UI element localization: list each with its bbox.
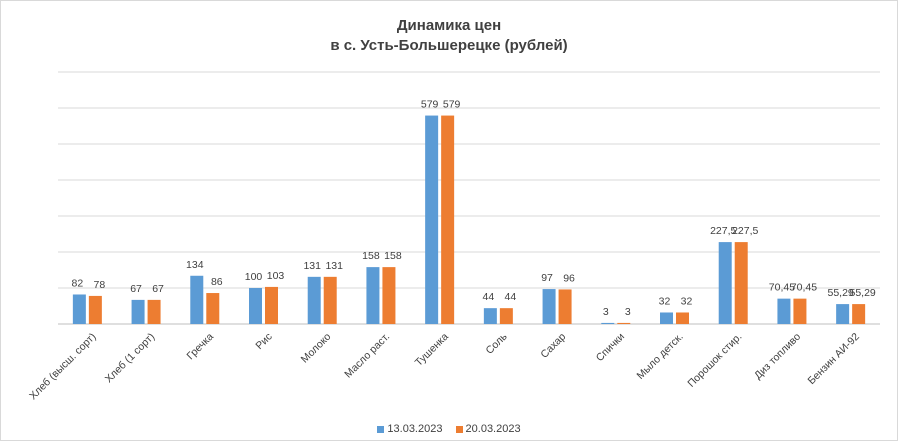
- data-label-series-2-11: 32: [681, 295, 693, 307]
- data-label-series-1-6: 158: [362, 250, 380, 262]
- data-label-series-1-8: 44: [483, 291, 495, 303]
- bar-series-1-13: [777, 298, 791, 324]
- bar-series-1-2: [131, 299, 145, 324]
- x-tick-label-11: Мыло детск.: [635, 331, 686, 382]
- bar-series-1-1: [72, 294, 86, 324]
- bar-series-2-6: [382, 267, 396, 324]
- bar-series-2-8: [499, 308, 513, 324]
- bar-series-1-6: [366, 267, 380, 324]
- chart-title: Динамика цен в с. Усть-Большерецке (рубл…: [0, 16, 898, 56]
- x-tick-label-14: Бензин АИ-92: [806, 331, 862, 387]
- data-label-series-1-4: 100: [245, 271, 263, 283]
- x-tick-label-7: Тушенка: [413, 331, 451, 369]
- legend-label-series-1: 13.03.2023: [387, 423, 443, 435]
- data-label-series-2-4: 103: [267, 270, 285, 282]
- bar-series-2-4: [265, 286, 278, 324]
- bar-series-2-3: [206, 293, 220, 324]
- bar-series-2-2: [147, 299, 161, 324]
- bar-series-2-11: [676, 312, 689, 324]
- bar-series-1-5: [307, 276, 321, 324]
- x-tick-label-1: Хлеб (высш. сорт): [27, 331, 98, 402]
- bar-series-1-11: [660, 312, 673, 324]
- data-label-series-2-7: 579: [443, 99, 461, 111]
- bar-series-1-8: [483, 308, 497, 324]
- bar-series-1-4: [249, 288, 262, 324]
- bar-series-1-9: [542, 289, 556, 324]
- bar-series-2-1: [88, 295, 102, 324]
- data-label-series-2-12: 227,5: [732, 225, 758, 237]
- bar-series-1-10: [601, 322, 615, 324]
- x-tick-label-10: Спички: [594, 331, 627, 364]
- data-label-series-1-3: 134: [186, 259, 204, 271]
- x-tick-label-4: Рис: [253, 331, 274, 352]
- legend: 13.03.2023 20.03.2023: [0, 423, 898, 436]
- data-label-series-1-13: 70,45: [769, 282, 795, 294]
- data-label-series-2-14: 55,29: [850, 287, 876, 299]
- data-label-series-2-2: 67: [152, 283, 164, 295]
- bar-series-1-7: [425, 115, 439, 324]
- legend-swatch-series-1: [377, 425, 385, 433]
- chart-title-line-1: Динамика цен: [396, 17, 502, 34]
- x-tick-label-3: Гречка: [184, 331, 216, 363]
- data-label-series-1-7: 579: [421, 99, 439, 111]
- data-label-series-1-9: 97: [541, 272, 553, 284]
- bar-series-2-13: [793, 298, 807, 324]
- bar-series-2-7: [441, 115, 455, 324]
- bar-series-1-14: [836, 304, 850, 324]
- data-label-series-1-1: 82: [72, 277, 84, 289]
- x-tick-label-5: Молоко: [299, 331, 334, 366]
- bar-series-2-12: [734, 242, 748, 324]
- bar-series-2-10: [617, 322, 631, 324]
- x-tick-label-6: Масло раст.: [342, 331, 392, 381]
- legend-swatch-series-2: [455, 425, 463, 433]
- data-label-series-2-8: 44: [505, 291, 517, 303]
- bar-series-1-3: [190, 275, 204, 324]
- data-label-series-1-2: 67: [130, 283, 142, 295]
- x-tick-label-12: Порошок стир.: [685, 331, 744, 390]
- data-label-series-2-10: 3: [625, 306, 631, 318]
- legend-item-series-2: 20.03.2023: [455, 423, 521, 435]
- legend-item-series-1: 13.03.2023: [377, 423, 442, 435]
- data-label-series-1-11: 32: [659, 295, 671, 307]
- data-label-series-2-5: 131: [325, 260, 343, 272]
- x-tick-label-9: Сахар: [538, 331, 568, 361]
- data-label-series-1-10: 3: [603, 306, 609, 318]
- bar-series-1-12: [718, 242, 732, 324]
- bar-series-2-5: [323, 276, 337, 324]
- bar-series-2-9: [558, 289, 572, 324]
- data-label-series-2-6: 158: [384, 250, 402, 262]
- x-tick-label-8: Соль: [484, 330, 510, 356]
- data-label-series-1-14: 55,29: [828, 287, 854, 299]
- data-label-series-2-9: 96: [563, 272, 575, 284]
- data-label-series-1-12: 227,5: [710, 225, 736, 237]
- chart-title-line-2: в с. Усть-Большерецке (рублей): [330, 37, 568, 54]
- legend-label-series-2: 20.03.2023: [465, 423, 521, 435]
- x-tick-label-2: Хлеб (1 сорт): [103, 331, 158, 386]
- data-label-series-2-1: 78: [94, 279, 106, 291]
- data-label-series-2-3: 86: [211, 276, 223, 288]
- bar-series-2-14: [852, 304, 866, 324]
- x-tick-label-13: Диз топливо: [752, 331, 803, 382]
- data-label-series-2-13: 70,45: [791, 282, 817, 294]
- data-label-series-1-5: 131: [303, 260, 321, 272]
